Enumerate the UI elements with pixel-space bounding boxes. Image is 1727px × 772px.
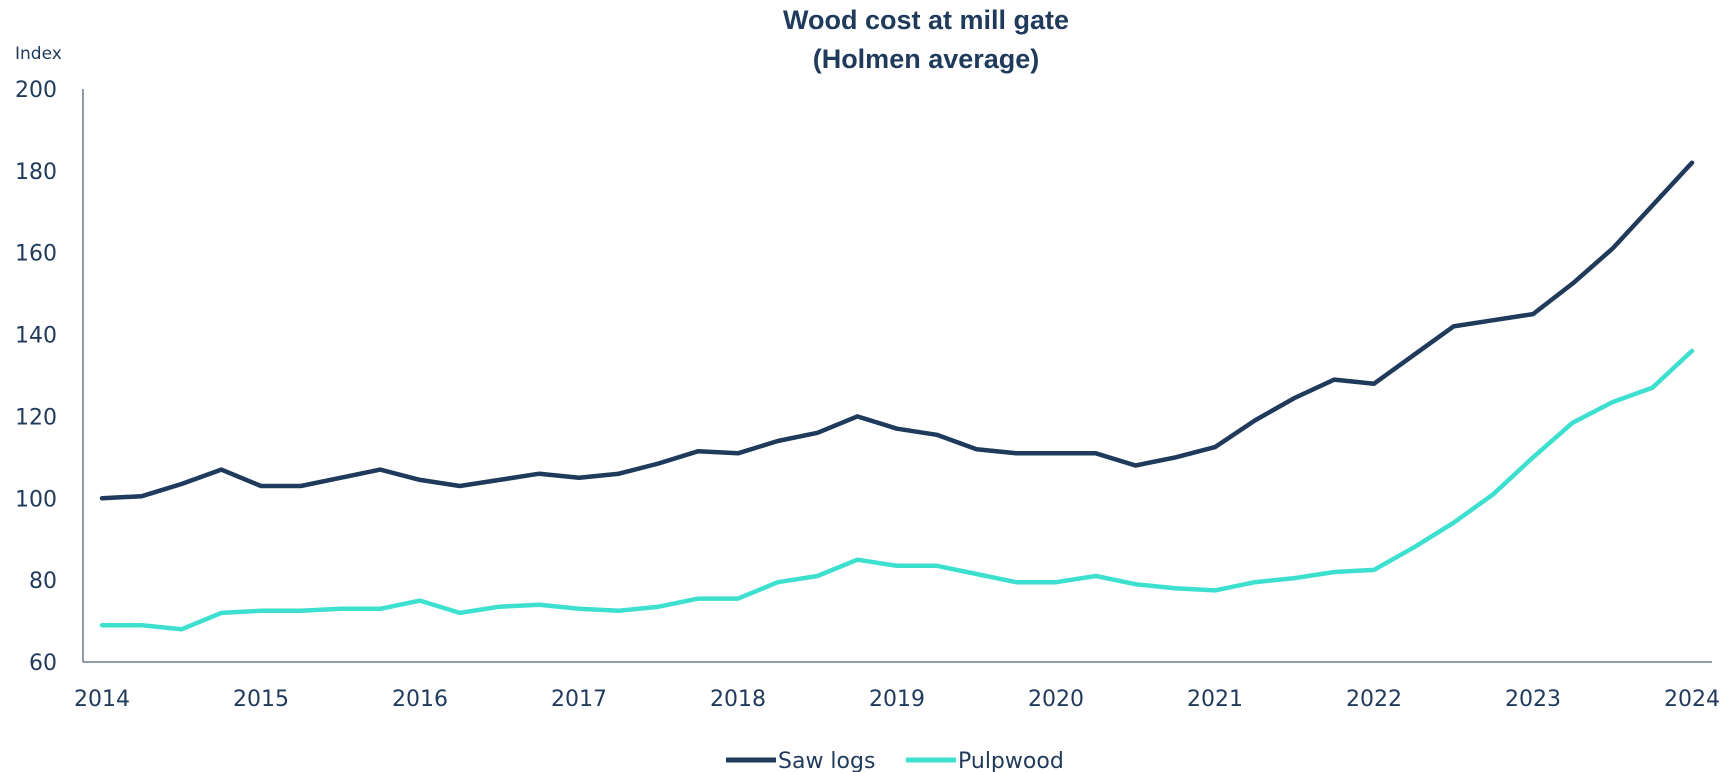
x-tick-labels: 2014 2015 2016 2017 2018 2019 2020 2021 2022 2023… xyxy=(74,687,1720,712)
y-tick-label: 80 xyxy=(29,569,57,594)
x-tick-label: 2017 xyxy=(551,687,607,712)
x-tick-label: 2016 xyxy=(392,687,448,712)
y-tick-label: 160 xyxy=(15,242,57,267)
x-tick-label: 2022 xyxy=(1346,687,1402,712)
series-line-pulpwood xyxy=(99,348,1695,632)
y-tick-label: 180 xyxy=(15,160,57,185)
x-tick-label: 2018 xyxy=(710,687,766,712)
y-tick-labels: 60 80 100 120 140 160 180 200 xyxy=(15,78,57,676)
x-tick-label: 2021 xyxy=(1187,687,1243,712)
x-tick-label: 2015 xyxy=(233,687,289,712)
legend-label-pulpwood: Pulpwood xyxy=(958,749,1064,772)
y-tick-label: 120 xyxy=(15,405,57,430)
series-lines xyxy=(99,160,1695,632)
x-tick-label: 2024 xyxy=(1664,687,1720,712)
y-tick-label: 60 xyxy=(29,651,57,676)
y-tick-label: 140 xyxy=(15,324,57,349)
x-tick-label: 2023 xyxy=(1505,687,1561,712)
legend: Saw logs Pulpwood xyxy=(726,749,1064,772)
x-tick-label: 2019 xyxy=(869,687,925,712)
x-tick-label: 2020 xyxy=(1028,687,1084,712)
series-line-saw-logs xyxy=(99,160,1695,501)
chart-title-line-1: Wood cost at mill gate xyxy=(783,5,1069,35)
y-tick-label: 200 xyxy=(15,78,57,103)
y-tick-label: 100 xyxy=(15,487,57,512)
x-tick-label: 2014 xyxy=(74,687,130,712)
chart-title-line-2: (Holmen average) xyxy=(813,44,1040,74)
legend-label-saw-logs: Saw logs xyxy=(778,749,875,772)
y-axis-label: Index xyxy=(15,44,62,64)
